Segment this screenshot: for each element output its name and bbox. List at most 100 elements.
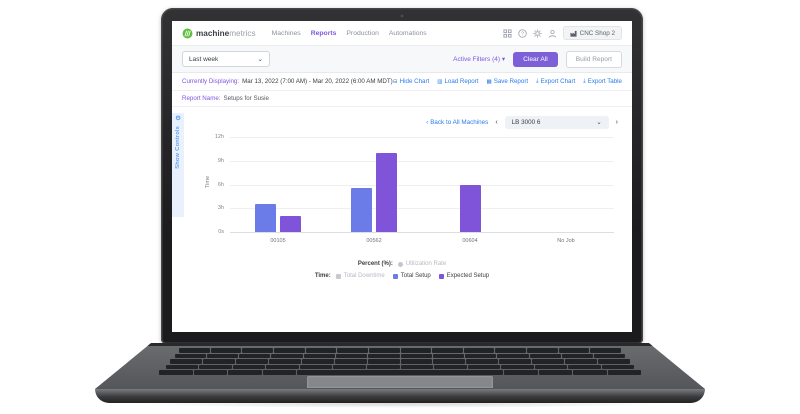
key <box>301 359 334 364</box>
hide-chart-link[interactable]: ⊟ Hide Chart <box>393 78 429 85</box>
link-label: Export Table <box>587 78 622 85</box>
key <box>432 353 465 358</box>
key <box>199 364 232 369</box>
plot-area <box>230 137 614 233</box>
machine-select-value: LB 3000 6 <box>511 119 541 126</box>
chevron-down-icon: ⌄ <box>596 119 602 126</box>
key <box>333 364 366 369</box>
machinemetrics-logo[interactable]: machinemetrics <box>182 28 256 39</box>
legend-item-utilization-rate[interactable]: Utilization Rate <box>397 261 446 267</box>
key <box>467 364 501 369</box>
gridline <box>230 232 614 233</box>
x-tick-label: 00105 <box>270 238 286 244</box>
link-label: Load Report <box>444 78 479 85</box>
base-front-edge <box>95 389 705 403</box>
key <box>170 359 202 364</box>
keyboard-row <box>165 364 635 369</box>
nav-item-production[interactable]: Production <box>346 29 379 37</box>
back-to-all-machines-link[interactable]: ‹ Back to All Machines <box>426 119 489 126</box>
legend-item-label: Expected Setup <box>446 273 490 279</box>
next-machine-button[interactable]: › <box>615 119 618 126</box>
key <box>598 359 630 364</box>
active-filters-toggle[interactable]: Active Filters (4) ▾ <box>453 56 506 63</box>
export-table-link[interactable]: ⤓ Export Table <box>583 78 622 85</box>
key <box>235 359 268 364</box>
machine-select[interactable]: LB 3000 6 ⌄ <box>504 116 609 129</box>
nav-item-machines[interactable]: Machines <box>271 29 301 37</box>
key <box>273 348 305 353</box>
app-window: machinemetrics Machines Reports Production… <box>172 21 632 332</box>
legend-swatch <box>392 273 398 279</box>
build-report-button[interactable]: Build Report <box>565 50 622 68</box>
save-report-icon: ▦ <box>486 78 492 85</box>
apps-grid-icon[interactable] <box>503 28 512 38</box>
x-tick-label: 00562 <box>366 238 382 244</box>
chart-toolbar-links: ⊟ Hide Chart ▥ Load Report ▦ Save Report ⤓ Expo… <box>393 78 622 85</box>
key <box>299 364 333 369</box>
legend-item-label: Total Setup <box>400 273 431 279</box>
show-controls-tab[interactable]: ⚙ Show Controls <box>172 113 184 217</box>
help-icon[interactable]: ? <box>517 28 527 38</box>
key <box>228 370 262 375</box>
y-tick: 12h <box>214 134 224 140</box>
nav-item-automations[interactable]: Automations <box>388 29 427 37</box>
utilization-rate-icon <box>397 261 403 267</box>
prev-machine-button[interactable]: ‹ <box>495 119 498 126</box>
key <box>527 348 558 353</box>
gridline <box>230 184 614 186</box>
load-report-icon: ▥ <box>437 78 443 85</box>
shop-selector-button[interactable]: CNC Shop 2 <box>562 26 622 40</box>
report-name-label: Report Name: <box>182 95 221 102</box>
export-chart-link[interactable]: ⤓ Export Chart <box>536 78 575 85</box>
key <box>366 364 400 369</box>
user-icon[interactable] <box>548 29 557 38</box>
key <box>465 353 497 358</box>
y-tick: 9h <box>217 157 224 164</box>
key <box>432 348 463 353</box>
legend-item-expected-setup[interactable]: Expected Setup <box>438 273 490 279</box>
load-report-link[interactable]: ▥ Load Report <box>437 78 478 85</box>
bar-group-00105 <box>230 137 326 232</box>
bar-group-00604 <box>422 137 518 232</box>
key <box>601 364 635 369</box>
brand-text: machinemetrics <box>196 28 256 38</box>
spacebar-key <box>297 370 503 375</box>
header-right: ? <box>503 26 622 40</box>
key <box>262 370 296 375</box>
save-report-link[interactable]: ▦ Save Report <box>487 78 529 85</box>
clear-all-button[interactable]: Clear All <box>513 51 558 67</box>
key <box>590 348 621 353</box>
key <box>561 353 594 358</box>
keyboard-row <box>170 359 630 364</box>
key <box>434 364 467 369</box>
key <box>368 348 400 353</box>
bar-total-setup <box>255 204 276 232</box>
key <box>607 370 641 375</box>
status-row: Currently Displaying: Mar 13, 2022 (7:00… <box>172 73 632 90</box>
export-table-icon: ⤓ <box>583 78 586 84</box>
legend-time-row: Time: Total Downtime Total Setup Expected … <box>172 273 632 279</box>
gridline <box>230 137 614 138</box>
gear-icon[interactable] <box>533 28 542 38</box>
svg-text:?: ? <box>521 31 524 37</box>
legend-item-total-setup[interactable]: Total Setup <box>392 273 431 279</box>
key <box>193 370 227 375</box>
bar-group-no-job <box>518 137 614 232</box>
y-tick: 3h <box>217 205 224 212</box>
date-range-select[interactable]: Last week ⌄ <box>182 51 270 67</box>
nav-item-reports[interactable]: Reports <box>310 29 337 37</box>
key <box>400 348 432 353</box>
legend-item-total-downtime[interactable]: Total Downtime <box>335 273 385 279</box>
y-tick: 0s <box>218 229 224 235</box>
key <box>303 353 335 358</box>
laptop-shadow <box>130 400 670 408</box>
key <box>565 359 598 364</box>
chevron-left-icon: ‹ <box>426 119 429 126</box>
gear-icon: ⚙ <box>175 115 181 122</box>
key <box>174 353 206 358</box>
chevron-down-icon: ⌄ <box>257 56 263 63</box>
bar-groups <box>230 137 614 232</box>
report-name-value: Setups for Susie <box>223 95 269 102</box>
bar-expected-setup <box>376 152 397 232</box>
key <box>573 370 607 375</box>
